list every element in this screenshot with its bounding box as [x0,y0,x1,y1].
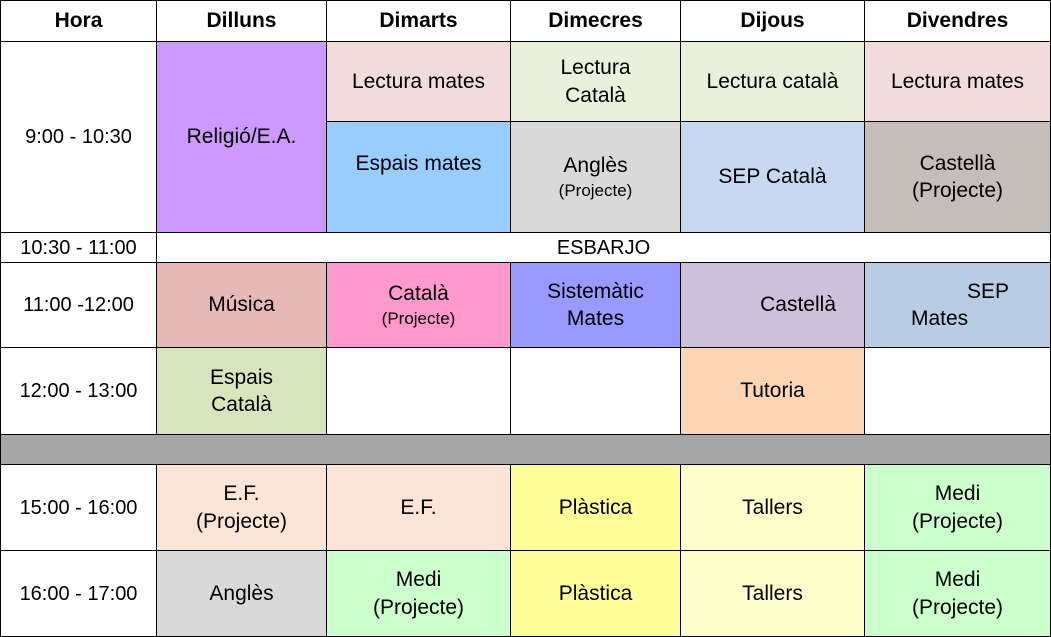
cell-mon-ef-projecte: E.F. (Projecte) [156,464,327,551]
cell-line: Medi [934,568,981,592]
cell-fri-castella-projecte: Castellà (Projecte) [864,121,1051,233]
cell-line: Medi [395,568,442,592]
break-esbarjo: ESBARJO [156,232,1051,263]
cell-fri-sep-mates: SEP Mates [864,262,1051,348]
cell-tue-lectura-mates: Lectura mates [326,41,511,122]
lunch-gap-row [0,434,1051,465]
cell-tue-empty [326,347,511,435]
cell-subline: (Projecte) [558,180,633,200]
cell-tue-catala-projecte: Català (Projecte) [326,262,511,348]
header-day-dilluns: Dilluns [156,0,327,42]
cell-mon-angles: Anglès [156,550,327,637]
cell-thu-sep-catala: SEP Català [680,121,865,233]
cell-line: (Projecte) [372,595,465,619]
time-slot-3: 11:00 -12:00 [0,262,157,348]
cell-thu-tallers: Tallers [680,550,865,637]
cell-fri-medi-projecte: Medi (Projecte) [864,550,1051,637]
cell-fri-lectura-mates: Lectura mates [864,41,1051,122]
cell-thu-castella: Castellà [680,262,865,348]
time-slot-5: 15:00 - 16:00 [0,464,157,551]
cell-line: Sistemàtic [547,279,644,303]
cell-line: E.F. [223,482,260,506]
cell-line: Castellà [919,151,996,175]
cell-wed-plastica: Plàstica [510,464,681,551]
cell-tue-ef: E.F. [326,464,511,551]
cell-line: Lectura [560,56,631,80]
cell-line: (Projecte) [195,509,288,533]
cell-tue-espais-mates: Espais mates [326,121,511,233]
time-slot-6: 16:00 - 17:00 [0,550,157,637]
cell-thu-tutoria: Tutoria [680,347,865,435]
cell-line: Català [388,282,449,306]
cell-line: Català [211,393,272,416]
cell-line: (Projecte) [911,509,1004,533]
header-day-dijous: Dijous [680,0,865,42]
cell-line: (Projecte) [911,179,1004,202]
cell-mon-religio: Religió/E.A. [156,41,327,233]
cell-line: Espais [209,365,274,389]
cell-fri-medi-projecte: Medi (Projecte) [864,464,1051,551]
cell-thu-lectura-catala: Lectura català [680,41,865,122]
header-day-dimarts: Dimarts [326,0,511,42]
header-hora: Hora [0,0,157,42]
time-slot-4: 12:00 - 13:00 [0,347,157,435]
cell-thu-tallers: Tallers [680,464,865,551]
cell-mon-espais-catala: Espais Català [156,347,327,435]
cell-wed-empty [510,347,681,435]
cell-wed-angles-projecte: Anglès (Projecte) [510,121,681,233]
cell-tue-medi-projecte: Medi (Projecte) [326,550,511,637]
header-day-divendres: Divendres [864,0,1051,42]
cell-line: Mates [566,307,625,330]
header-day-dimecres: Dimecres [510,0,681,42]
cell-mon-musica: Música [156,262,327,348]
cell-line: Mates [911,307,969,330]
cell-subline: (Projecte) [381,308,456,328]
cell-wed-plastica: Plàstica [510,550,681,637]
cell-line: Català [565,83,626,107]
cell-wed-lectura-catala: Lectura Català [510,41,681,122]
time-slot-1: 9:00 - 10:30 [0,41,157,233]
time-slot-2: 10:30 - 11:00 [0,232,157,263]
cell-line: Anglès [563,154,628,178]
cell-line: (Projecte) [911,595,1004,619]
cell-wed-sistematic-mates: Sistemàtic Mates [510,262,681,348]
cell-line: Medi [934,482,981,506]
cell-line: SEP [967,279,1010,303]
cell-fri-empty [864,347,1051,435]
